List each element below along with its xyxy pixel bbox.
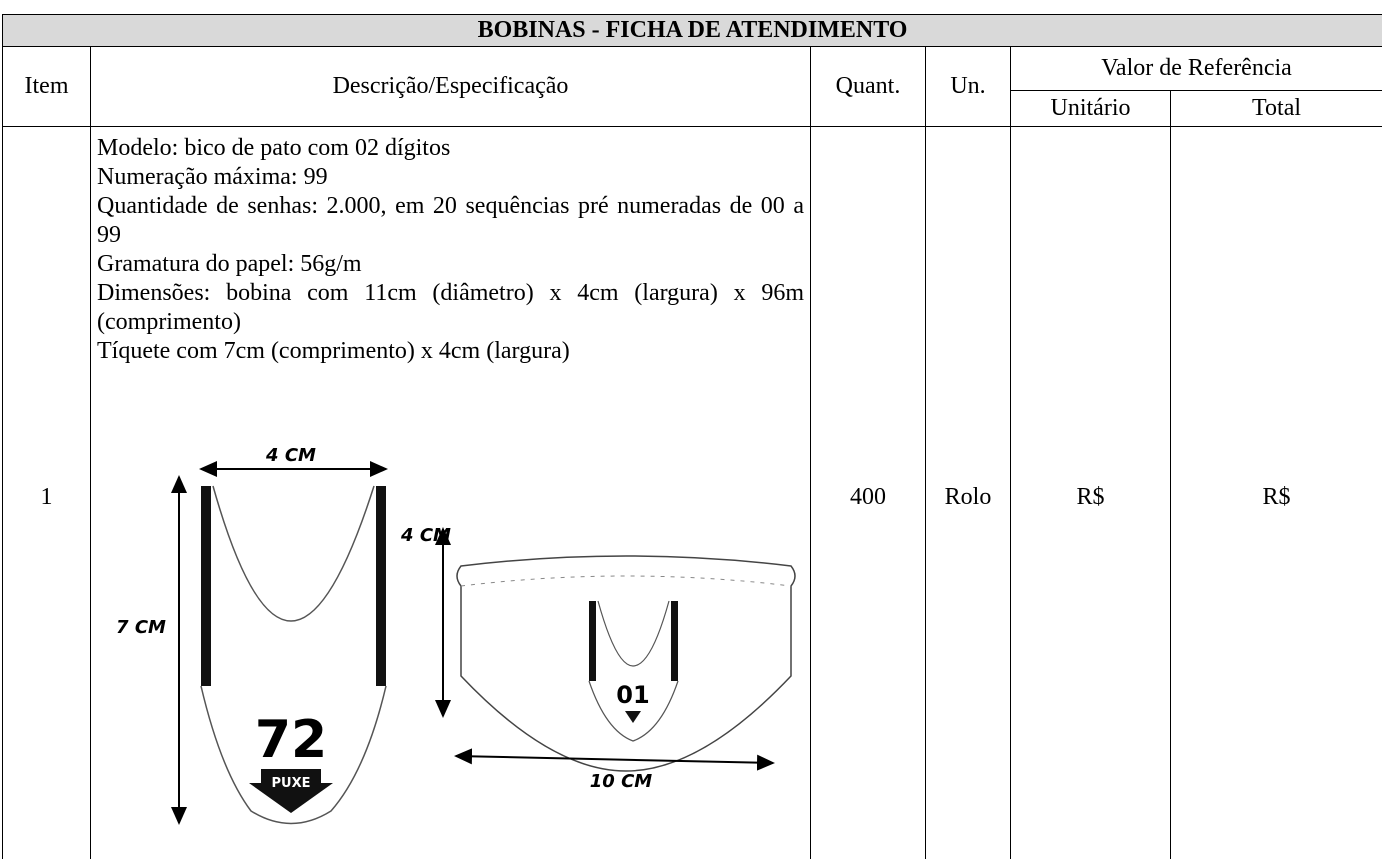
header-description: Descrição/Especificação [90, 46, 811, 127]
roll-edge [460, 575, 792, 587]
header-unit: Un. [925, 46, 1011, 127]
ticket-height-label: 7 CM [116, 617, 166, 638]
illustration: 72 PUXE 4 CM 7 CM 4 CM 01 10 CM [116, 445, 796, 825]
roll-width-arrow [454, 748, 775, 771]
description-line: Gramatura do papel: 56g/m [97, 251, 362, 277]
ticket-bar [201, 486, 211, 686]
cell-item: 1 [2, 126, 91, 859]
header-quantity: Quant. [810, 46, 926, 127]
roll-ticket-arrow [625, 711, 641, 723]
ticket-arrow-label: PUXE [272, 776, 311, 791]
cell-description: Modelo: bico de pato com 02 dígitos Numer… [90, 126, 811, 859]
roll-ticket-outline [588, 600, 679, 742]
sheet: BOBINAS - FICHA DE ATENDIMENTO Item Desc… [2, 14, 1382, 859]
description-line: Modelo: bico de pato com 02 dígitos [97, 135, 451, 161]
roll-ticket-bar [589, 601, 596, 681]
roll-ticket-number: 01 [616, 681, 649, 709]
header-unit-value: Unitário [1010, 90, 1171, 127]
ticket-notch [212, 485, 375, 622]
cell-total: R$ [1169, 126, 1382, 859]
description-line: Tíquete com 7cm (comprimento) x 4cm (lar… [97, 338, 570, 364]
table-title: BOBINAS - FICHA DE ATENDIMENTO [2, 14, 1382, 47]
roll-width-label: 10 CM [590, 771, 653, 792]
ticket-arrow-shape [249, 769, 333, 813]
ticket-number: 72 [255, 710, 327, 770]
cell-quantity: 400 [810, 126, 926, 859]
roll-outline [456, 555, 796, 772]
ticket-tip [200, 685, 387, 825]
roll-ticket-bar [671, 601, 678, 681]
header-item: Item [2, 46, 91, 127]
description-line: Numeração máxima: 99 [97, 164, 328, 190]
description-line: Quantidade de senhas: 2.000, em 20 sequê… [97, 193, 804, 248]
ticket-bar [376, 486, 386, 686]
cell-unit: Rolo [925, 126, 1011, 859]
cell-unit-value: R$ [1010, 126, 1171, 859]
description-line: Dimensões: bobina com 11cm (diâmetro) x … [97, 280, 804, 335]
header-total: Total [1169, 90, 1382, 127]
service-table: BOBINAS - FICHA DE ATENDIMENTO Item Desc… [2, 14, 1382, 859]
header-reference: Valor de Referência [1009, 46, 1382, 91]
description-text: Modelo: bico de pato com 02 dígitos Numer… [97, 134, 804, 366]
ticket-width-label: 4 CM [265, 445, 316, 466]
